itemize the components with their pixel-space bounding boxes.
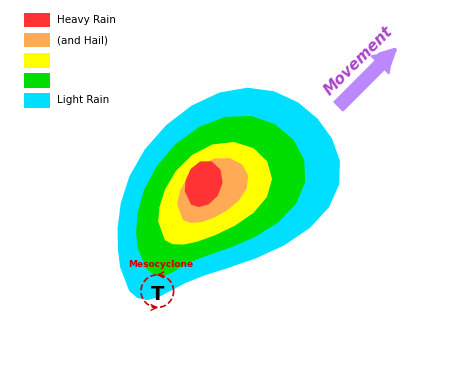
Polygon shape xyxy=(137,117,304,276)
Text: (and Hail): (and Hail) xyxy=(57,35,108,45)
Text: Heavy Rain: Heavy Rain xyxy=(57,15,116,25)
Polygon shape xyxy=(159,143,271,244)
Text: Light Rain: Light Rain xyxy=(57,95,109,105)
FancyArrow shape xyxy=(334,52,393,111)
Text: Movement: Movement xyxy=(321,24,396,99)
Polygon shape xyxy=(178,159,247,222)
Text: Mesocyclone: Mesocyclone xyxy=(128,261,193,269)
Polygon shape xyxy=(118,88,339,299)
Text: T: T xyxy=(151,285,164,304)
Polygon shape xyxy=(185,162,222,206)
